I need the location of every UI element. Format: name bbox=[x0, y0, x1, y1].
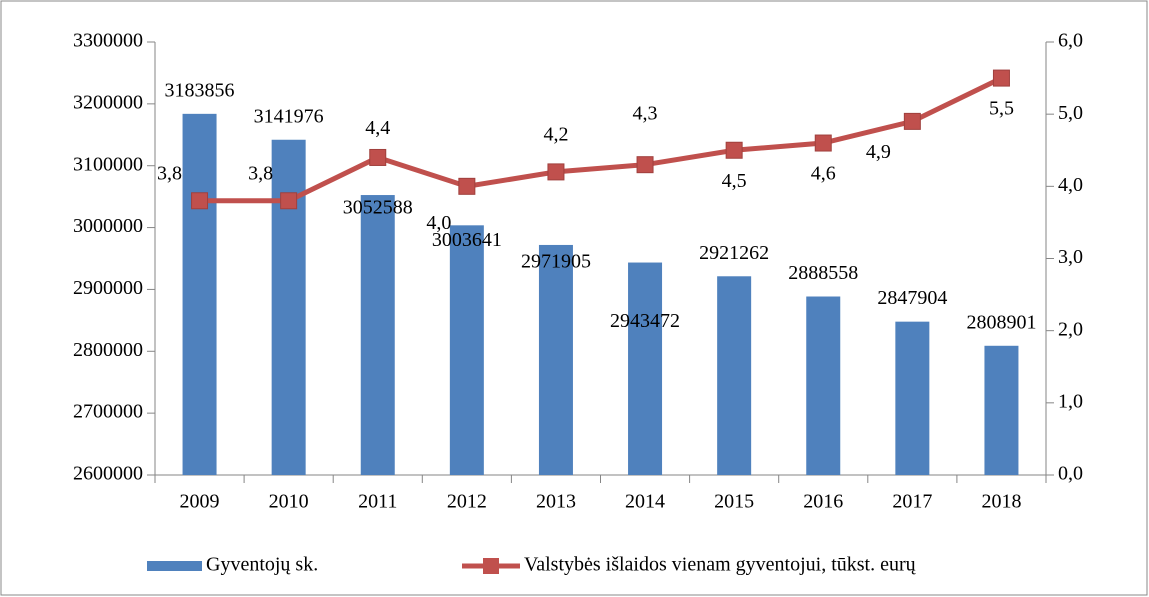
line-marker bbox=[636, 156, 654, 174]
y2-tick-label: 6,0 bbox=[1058, 30, 1083, 52]
bar bbox=[895, 321, 930, 475]
y-tick-label: 2700000 bbox=[73, 401, 143, 423]
line-marker bbox=[992, 69, 1010, 87]
y2-tick-label: 5,0 bbox=[1058, 102, 1083, 124]
data-label: 4,5 bbox=[722, 170, 747, 192]
legend-label: Gyventojų sk. bbox=[206, 554, 318, 576]
y-tick-label: 2900000 bbox=[73, 277, 143, 299]
line-marker bbox=[369, 148, 387, 166]
bar bbox=[360, 195, 395, 475]
bar bbox=[628, 262, 663, 475]
y-tick-label: 2800000 bbox=[73, 339, 143, 361]
x-tick-label: 2017 bbox=[892, 491, 932, 513]
y2-tick-label: 1,0 bbox=[1058, 390, 1083, 412]
data-label: 2888558 bbox=[788, 262, 858, 284]
data-label: 4,6 bbox=[811, 163, 836, 185]
data-label: 5,5 bbox=[989, 98, 1014, 120]
x-tick-label: 2009 bbox=[180, 491, 220, 513]
data-label: 2971905 bbox=[521, 251, 591, 273]
data-label: 3,8 bbox=[248, 162, 273, 184]
x-tick-label: 2018 bbox=[981, 491, 1021, 513]
data-label: 2808901 bbox=[966, 311, 1036, 333]
data-label: 3,8 bbox=[157, 162, 182, 184]
bar bbox=[271, 139, 306, 475]
x-tick-label: 2012 bbox=[447, 491, 487, 513]
data-label: 4,3 bbox=[633, 102, 658, 124]
bar bbox=[538, 244, 573, 475]
bar bbox=[806, 296, 841, 475]
data-label: 3183856 bbox=[165, 79, 235, 101]
y-tick-label: 3000000 bbox=[73, 215, 143, 237]
y-tick-label: 3100000 bbox=[73, 153, 143, 175]
line-marker bbox=[725, 141, 743, 159]
data-label: 2847904 bbox=[877, 287, 947, 309]
y2-tick-label: 2,0 bbox=[1058, 318, 1083, 340]
line-marker bbox=[814, 134, 832, 152]
bar bbox=[984, 345, 1019, 475]
line-marker bbox=[458, 177, 476, 195]
bar bbox=[717, 276, 752, 475]
data-label: 2921262 bbox=[699, 242, 769, 264]
data-label: 4,9 bbox=[866, 141, 891, 163]
legend-label: Valstybės išlaidos vienam gyventojui, tū… bbox=[524, 554, 917, 576]
x-tick-label: 2011 bbox=[358, 491, 397, 513]
line bbox=[199, 75, 1003, 204]
x-tick-label: 2016 bbox=[803, 491, 843, 513]
y2-tick-label: 4,0 bbox=[1058, 174, 1083, 196]
legend-swatch bbox=[147, 561, 202, 571]
y-tick-label: 2600000 bbox=[73, 463, 143, 485]
line-marker bbox=[547, 163, 565, 181]
bar bbox=[449, 225, 484, 475]
data-label: 4,2 bbox=[543, 123, 568, 145]
x-tick-label: 2015 bbox=[714, 491, 754, 513]
y2-tick-label: 3,0 bbox=[1058, 246, 1083, 268]
data-label: 4,0 bbox=[426, 212, 451, 234]
line-marker bbox=[280, 192, 298, 210]
bar bbox=[182, 113, 217, 476]
line-marker bbox=[903, 112, 921, 130]
line-marker bbox=[191, 192, 209, 210]
x-tick-label: 2010 bbox=[269, 491, 309, 513]
x-tick-label: 2014 bbox=[625, 491, 665, 513]
data-label: 4,4 bbox=[365, 117, 390, 139]
data-label: 3003641 bbox=[432, 229, 502, 251]
y-tick-label: 3200000 bbox=[73, 91, 143, 113]
y-tick-label: 3300000 bbox=[73, 30, 143, 52]
data-label: 3141976 bbox=[254, 105, 324, 127]
legend-swatch bbox=[483, 558, 499, 574]
x-tick-label: 2013 bbox=[536, 491, 576, 513]
data-label: 3052588 bbox=[343, 197, 413, 219]
data-label: 2943472 bbox=[610, 310, 680, 332]
y2-tick-label: 0,0 bbox=[1058, 463, 1083, 485]
